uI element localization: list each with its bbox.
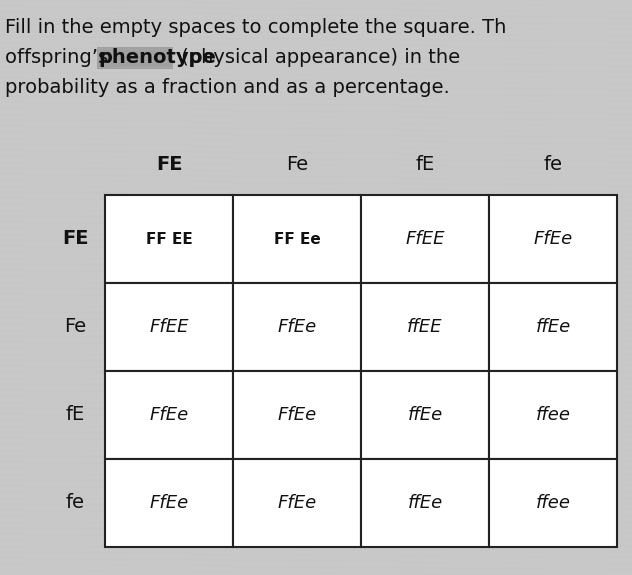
Text: fe: fe xyxy=(544,155,562,174)
Text: Fe: Fe xyxy=(64,317,86,336)
Bar xyxy=(105,459,233,547)
Text: (physical appearance) in the: (physical appearance) in the xyxy=(175,48,460,67)
Text: fE: fE xyxy=(65,405,85,424)
Text: ffEE: ffEE xyxy=(407,318,443,336)
Text: FfEe: FfEe xyxy=(149,406,188,424)
Bar xyxy=(105,283,233,371)
Bar xyxy=(489,371,617,459)
Text: FE: FE xyxy=(155,155,182,174)
Text: fE: fE xyxy=(415,155,435,174)
Bar xyxy=(105,371,233,459)
Text: fe: fe xyxy=(66,493,85,512)
Text: phenotype: phenotype xyxy=(99,48,217,67)
Text: FF EE: FF EE xyxy=(145,232,192,247)
Bar xyxy=(105,195,233,283)
Text: probability as a fraction and as a percentage.: probability as a fraction and as a perce… xyxy=(5,78,450,97)
Text: FF Ee: FF Ee xyxy=(274,232,320,247)
Bar xyxy=(233,459,361,547)
Text: FfEe: FfEe xyxy=(149,494,188,512)
Bar xyxy=(233,195,361,283)
Text: FfEe: FfEe xyxy=(277,318,317,336)
Text: ffee: ffee xyxy=(535,494,571,512)
Bar xyxy=(361,195,489,283)
Text: FfEe: FfEe xyxy=(277,494,317,512)
Text: offspring’s: offspring’s xyxy=(5,48,114,67)
Text: FfEe: FfEe xyxy=(277,406,317,424)
Text: FE: FE xyxy=(62,229,88,248)
Text: Fe: Fe xyxy=(286,155,308,174)
Text: ffee: ffee xyxy=(535,406,571,424)
Bar xyxy=(233,283,361,371)
Text: ffEe: ffEe xyxy=(535,318,571,336)
Bar xyxy=(361,371,489,459)
Text: FfEe: FfEe xyxy=(533,230,573,248)
Bar xyxy=(97,47,173,69)
Text: FfEE: FfEE xyxy=(405,230,445,248)
Text: ffEe: ffEe xyxy=(408,494,442,512)
Bar xyxy=(361,459,489,547)
Text: FfEE: FfEE xyxy=(149,318,189,336)
Bar xyxy=(233,371,361,459)
Bar xyxy=(489,283,617,371)
Bar xyxy=(361,283,489,371)
Text: Fill in the empty spaces to complete the square. Th: Fill in the empty spaces to complete the… xyxy=(5,18,506,37)
Bar xyxy=(489,195,617,283)
Text: ffEe: ffEe xyxy=(408,406,442,424)
Bar xyxy=(489,459,617,547)
